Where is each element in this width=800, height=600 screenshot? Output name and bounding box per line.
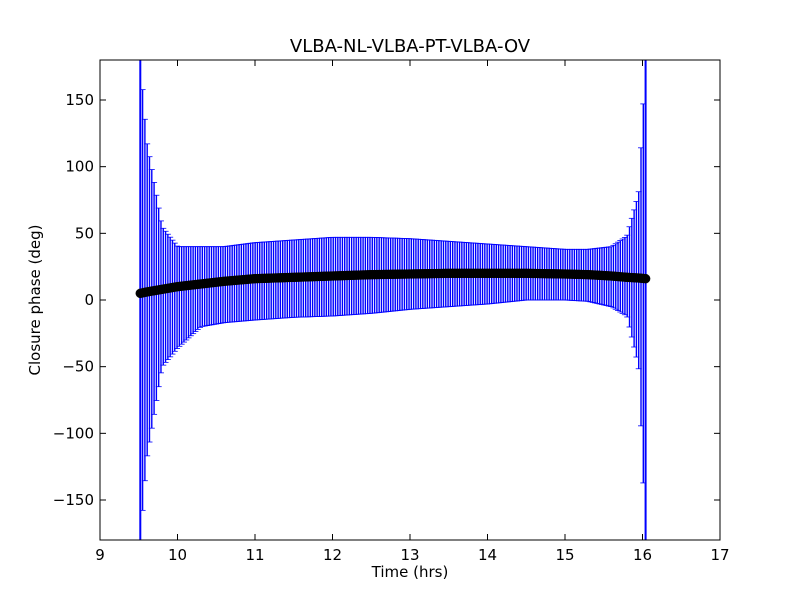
- x-tick-label: 11: [245, 546, 264, 564]
- x-axis-label: Time (hrs): [371, 563, 449, 581]
- y-tick-label: 0: [84, 291, 94, 309]
- x-tick-label: 13: [400, 546, 419, 564]
- y-tick-label: 50: [75, 224, 94, 242]
- plot-area-background: [100, 60, 720, 540]
- x-tick-label: 17: [710, 546, 729, 564]
- y-tick-label: 150: [65, 91, 94, 109]
- y-axis-label: Closure phase (deg): [26, 225, 44, 376]
- x-tick-label: 14: [478, 546, 497, 564]
- data-point: [640, 273, 651, 284]
- x-tick-label: 9: [95, 546, 105, 564]
- y-tick-label: −50: [62, 358, 94, 376]
- y-tick-label: 100: [65, 158, 94, 176]
- data-point-group: [135, 268, 651, 299]
- x-axis-ticks: 9 10 11 12 13 14 15 16 17: [95, 60, 730, 564]
- y-axis-ticks: −150 −100 −50 0 50 100 150: [53, 91, 720, 509]
- x-tick-label: 12: [323, 546, 342, 564]
- chart-title: VLBA-NL-VLBA-PT-VLBA-OV: [290, 36, 531, 57]
- x-tick-label: 16: [633, 546, 652, 564]
- x-tick-label: 10: [168, 546, 187, 564]
- y-tick-label: −100: [53, 424, 94, 442]
- x-tick-label: 15: [555, 546, 574, 564]
- y-tick-label: −150: [53, 491, 94, 509]
